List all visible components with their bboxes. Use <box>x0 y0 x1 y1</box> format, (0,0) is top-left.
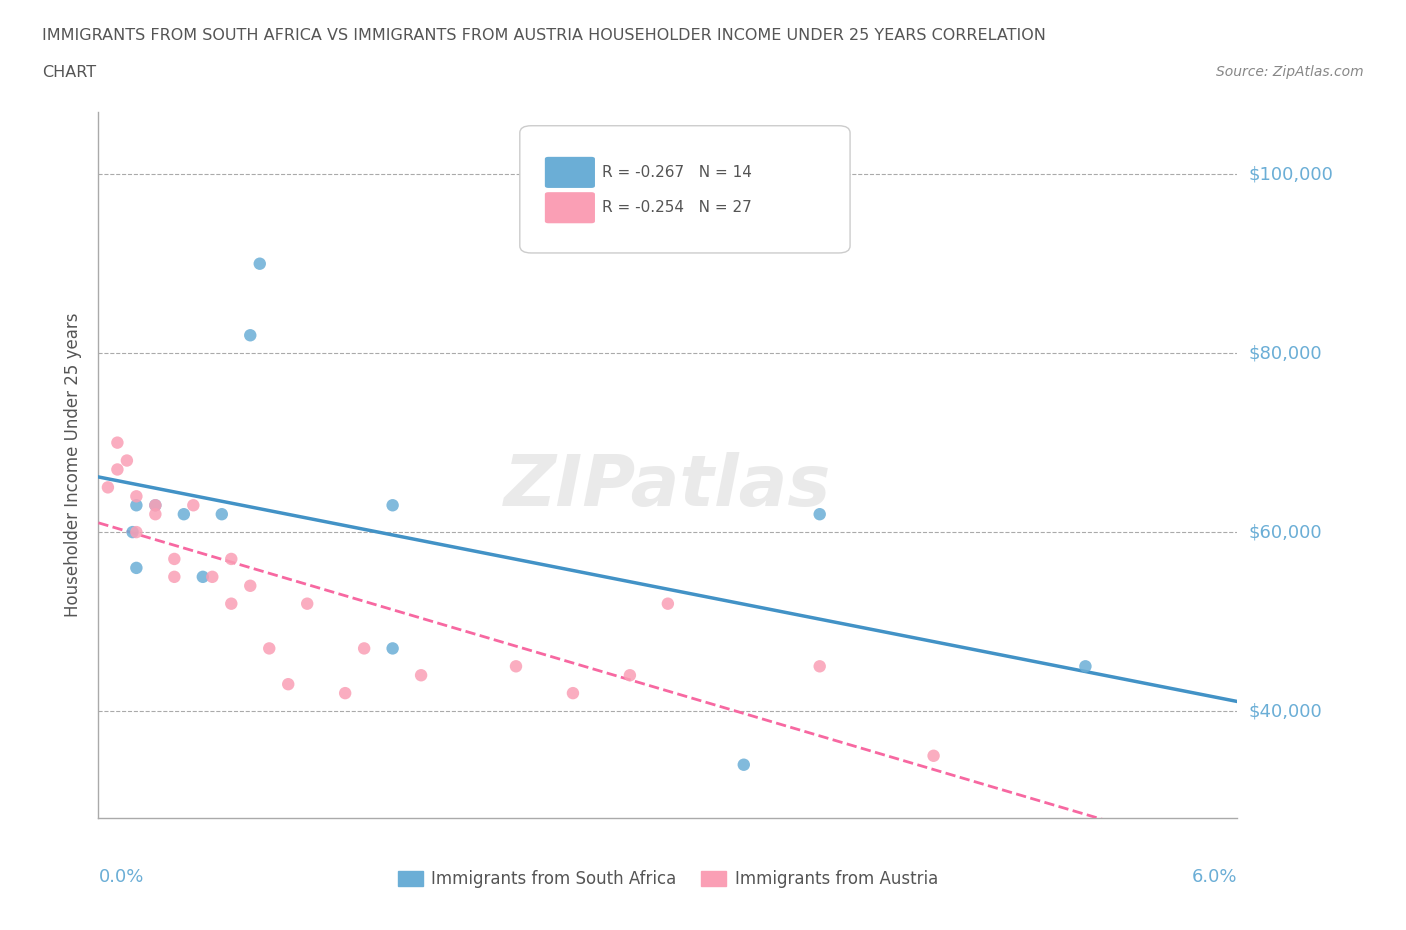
Point <box>259 641 281 656</box>
Point <box>249 257 271 272</box>
Point <box>922 749 945 764</box>
Point <box>239 578 262 593</box>
Point <box>808 507 831 522</box>
Point <box>211 507 233 522</box>
Y-axis label: Householder Income Under 25 years: Householder Income Under 25 years <box>65 312 83 618</box>
Point <box>107 462 129 477</box>
Point <box>115 453 138 468</box>
Text: Source: ZipAtlas.com: Source: ZipAtlas.com <box>1216 65 1364 79</box>
Point <box>125 525 148 539</box>
Text: $40,000: $40,000 <box>1249 702 1323 720</box>
Point <box>107 435 129 450</box>
Text: $80,000: $80,000 <box>1249 344 1322 362</box>
Point <box>657 596 679 611</box>
Point <box>733 757 755 772</box>
Text: IMMIGRANTS FROM SOUTH AFRICA VS IMMIGRANTS FROM AUSTRIA HOUSEHOLDER INCOME UNDER: IMMIGRANTS FROM SOUTH AFRICA VS IMMIGRAN… <box>42 28 1046 43</box>
Point <box>125 498 148 512</box>
Point <box>145 498 167 512</box>
Point <box>145 507 167 522</box>
Text: R = -0.267   N = 14: R = -0.267 N = 14 <box>602 165 752 179</box>
Point <box>381 641 404 656</box>
Point <box>221 596 243 611</box>
Text: $100,000: $100,000 <box>1249 166 1333 183</box>
Text: 0.0%: 0.0% <box>98 868 143 886</box>
Point <box>297 596 319 611</box>
Point <box>183 498 205 512</box>
Text: CHART: CHART <box>42 65 96 80</box>
Point <box>505 658 527 673</box>
Point <box>121 525 143 539</box>
FancyBboxPatch shape <box>546 193 595 223</box>
Point <box>335 685 357 700</box>
Point <box>221 551 243 566</box>
Point <box>125 489 148 504</box>
Text: ZIPatlas: ZIPatlas <box>505 452 831 521</box>
Text: $60,000: $60,000 <box>1249 523 1322 541</box>
Point <box>381 498 404 512</box>
Text: R = -0.254   N = 27: R = -0.254 N = 27 <box>602 200 752 215</box>
FancyBboxPatch shape <box>520 126 851 253</box>
Point <box>97 480 120 495</box>
Point <box>145 498 167 512</box>
Point <box>1074 658 1097 673</box>
Point <box>239 328 262 343</box>
Point <box>562 685 585 700</box>
Point <box>163 551 186 566</box>
Point <box>619 668 641 683</box>
Point <box>163 569 186 584</box>
Point <box>411 668 433 683</box>
FancyBboxPatch shape <box>546 157 595 188</box>
Point <box>125 561 148 576</box>
Point <box>191 569 214 584</box>
Text: 6.0%: 6.0% <box>1192 868 1237 886</box>
Point <box>808 658 831 673</box>
Point <box>353 641 375 656</box>
Legend: Immigrants from South Africa, Immigrants from Austria: Immigrants from South Africa, Immigrants… <box>391 864 945 895</box>
Point <box>173 507 195 522</box>
Point <box>277 677 299 692</box>
Point <box>201 569 224 584</box>
